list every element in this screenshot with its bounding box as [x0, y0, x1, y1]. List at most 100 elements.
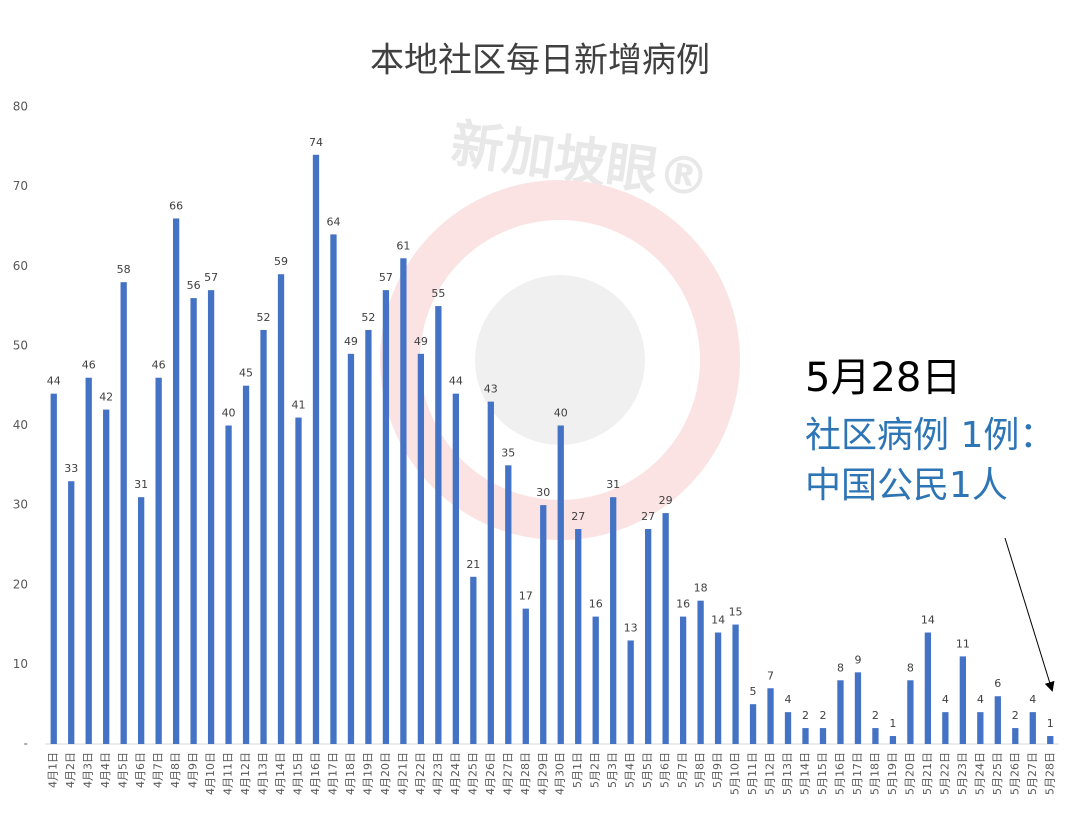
- bar: [714, 632, 722, 744]
- data-label: 7: [767, 669, 774, 682]
- bar: [802, 728, 809, 744]
- data-label: 56: [187, 279, 201, 292]
- bar: [172, 218, 180, 745]
- x-tick-label: 4月3日: [82, 752, 95, 788]
- bar: [190, 298, 197, 744]
- data-label: 43: [484, 383, 498, 396]
- bar: [749, 704, 757, 744]
- data-label: 14: [711, 614, 725, 627]
- bar: [732, 624, 739, 744]
- data-label: 11: [956, 637, 970, 650]
- x-tick-label: 5月3日: [606, 752, 619, 788]
- x-tick-label: 5月12日: [764, 752, 777, 795]
- data-label: 30: [536, 486, 550, 499]
- x-tick-label: 4月19日: [361, 752, 374, 795]
- bar: [277, 274, 285, 744]
- data-label: 8: [907, 661, 914, 674]
- data-label: 31: [134, 478, 148, 491]
- data-label: 14: [921, 614, 935, 627]
- x-tick-label: 5月7日: [676, 752, 689, 788]
- x-tick-label: 5月2日: [589, 752, 602, 788]
- data-label: 2: [802, 709, 809, 722]
- data-label: 57: [204, 271, 218, 284]
- bar: [784, 712, 792, 744]
- data-label: 27: [641, 510, 655, 523]
- x-tick-label: 4月4日: [99, 752, 112, 788]
- data-label: 40: [554, 407, 568, 420]
- x-tick-label: 4月6日: [134, 752, 147, 788]
- data-label: 45: [239, 367, 253, 380]
- data-label: 66: [169, 199, 183, 212]
- bar: [435, 306, 442, 744]
- bar: [505, 465, 512, 744]
- data-label: 55: [431, 287, 445, 300]
- x-tick-label: 4月29日: [536, 752, 549, 795]
- data-label: 49: [344, 335, 358, 348]
- x-tick-label: 5月15日: [816, 752, 829, 795]
- annotation: 5月28日: [805, 355, 961, 401]
- x-tick-label: 5月14日: [799, 752, 812, 795]
- data-label: 18: [694, 582, 708, 595]
- chart-title: 本地社区每日新增病例: [370, 41, 710, 81]
- bar: [68, 481, 75, 744]
- x-tick-label: 5月18日: [868, 752, 881, 795]
- bar: [679, 616, 687, 744]
- x-tick-label: 4月23日: [431, 752, 444, 795]
- bar: [942, 712, 949, 744]
- bar: [557, 425, 564, 744]
- data-label: 52: [257, 311, 271, 324]
- bar: [924, 632, 932, 744]
- x-tick-label: 4月9日: [187, 752, 200, 788]
- x-tick-label: 4月24日: [449, 752, 462, 795]
- x-tick-label: 4月30日: [554, 752, 567, 795]
- bar: [645, 529, 652, 744]
- data-label: 2: [819, 709, 826, 722]
- data-label: 52: [361, 311, 375, 324]
- annotation: 中国公民1人: [805, 465, 1008, 506]
- data-label: 8: [837, 661, 844, 674]
- bar: [120, 282, 127, 744]
- x-tick-label: 4月1日: [47, 752, 60, 788]
- data-label: 59: [274, 255, 288, 268]
- bar: [907, 680, 914, 744]
- x-tick-label: 4月20日: [379, 752, 392, 795]
- data-label: 2: [1012, 709, 1019, 722]
- data-label: 4: [785, 693, 792, 706]
- bar: [872, 728, 879, 744]
- x-tick-label: 5月27日: [1026, 752, 1039, 795]
- data-label: 4: [1029, 693, 1036, 706]
- x-tick-label: 5月4日: [624, 752, 637, 788]
- bar: [522, 608, 529, 744]
- data-label: 41: [292, 399, 306, 412]
- bar: [50, 393, 57, 744]
- bar: [452, 393, 459, 744]
- data-label: 21: [466, 558, 480, 571]
- x-tick-label: 5月25日: [991, 752, 1004, 795]
- y-tick-label: 50: [13, 338, 28, 352]
- x-tick-label: 4月7日: [152, 752, 165, 788]
- bar: [295, 417, 302, 744]
- bar: [592, 616, 599, 744]
- x-tick-label: 4月16日: [309, 752, 322, 795]
- data-label: 4: [977, 693, 984, 706]
- data-label: 42: [99, 391, 113, 404]
- bar: [994, 696, 1001, 744]
- x-tick-label: 5月20日: [903, 752, 916, 795]
- bar: [889, 736, 897, 744]
- y-tick-label: 30: [13, 498, 28, 512]
- x-tick-label: 5月28日: [1043, 752, 1056, 795]
- bar: [575, 529, 582, 744]
- bar: [207, 290, 215, 744]
- data-label: 13: [624, 621, 638, 634]
- y-tick-label: -: [24, 737, 28, 751]
- data-label: 9: [854, 653, 861, 666]
- data-label: 5: [750, 685, 757, 698]
- data-label: 74: [309, 136, 323, 149]
- bar: [662, 513, 669, 744]
- x-tick-label: 4月11日: [222, 752, 235, 795]
- x-tick-label: 4月12日: [239, 752, 252, 795]
- bar: [417, 353, 425, 744]
- x-tick-label: 4月22日: [414, 752, 427, 795]
- bar: [382, 290, 390, 744]
